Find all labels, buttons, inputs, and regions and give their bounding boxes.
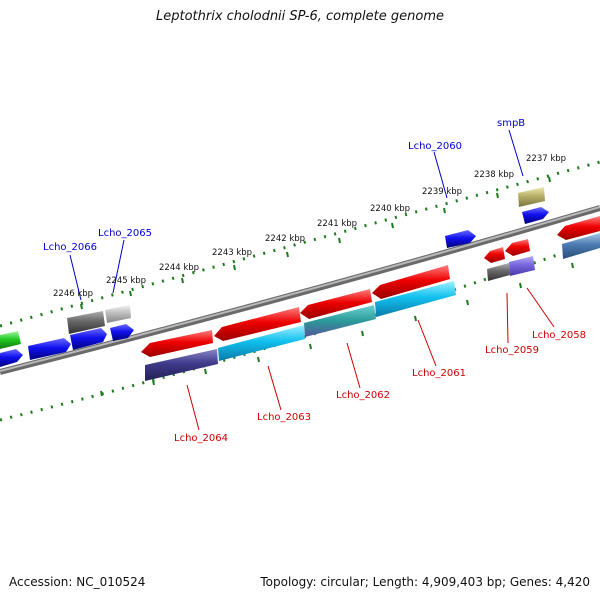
scale-tick [181,277,184,284]
genome-summary-text: Topology: circular; Length: 4,909,403 bp… [260,575,590,589]
scale-label: 2237 kbp [526,154,566,164]
inner-scale-tick [571,262,574,269]
scale-labels: 2246 kbp 2245 kbp 2244 kbp 2243 kbp 2242… [53,154,566,299]
gene-arrow[interactable] [557,216,600,240]
callout-line-lcho-2066 [69,254,82,301]
gene-arrow-lcho-2060[interactable] [445,230,476,248]
callout-line-lcho-2060 [433,151,448,199]
gene-arrow[interactable] [110,324,134,341]
scale-label: 2242 kbp [265,234,305,244]
inner-scale-tick [519,282,522,289]
gene-arrow-lcho-2062[interactable] [300,289,372,319]
scale-label: 2241 kbp [317,219,357,229]
callout-line-lcho-2064 [186,384,200,431]
scale-tick [496,192,499,199]
gene-arrow-lcho-2061[interactable] [372,265,450,299]
scale-label: 2239 kbp [422,187,462,197]
gene-label-smpb[interactable]: smpB [497,118,525,129]
forward-gene-labels: Lcho_2066 Lcho_2065 Lcho_2060 smpB [43,118,525,253]
genome-backbone-highlight [0,206,600,372]
gene-label-lcho-2061[interactable]: Lcho_2061 [412,368,466,379]
gene-arrow-lcho-2064-cds[interactable] [145,349,218,381]
callout-line-lcho-2061 [417,319,437,367]
scale-tick [80,303,83,310]
inner-scale-ticks [100,262,574,397]
gene-arrow[interactable] [562,233,600,259]
scale-ticks [80,176,551,310]
callout-line-lcho-2063 [267,365,282,411]
scale-label: 2238 kbp [474,170,514,180]
gene-arrow[interactable] [70,328,107,350]
callout-line-lcho-2058 [526,287,555,328]
scale-tick [286,251,289,258]
gene-arrow-lcho-2058[interactable] [505,239,530,256]
gene-arrow-lcho-2064[interactable] [141,330,213,357]
gene-arrow-lcho-2061-cds[interactable] [375,281,456,317]
gene-arrow[interactable] [0,349,23,367]
callout-line-lcho-2065 [112,239,125,294]
scale-label: 2240 kbp [370,204,410,214]
inner-scale-tick [100,390,103,397]
gene-label-lcho-2059[interactable]: Lcho_2059 [485,345,539,356]
callout-line-lcho-2059 [506,292,509,344]
gene-arrow-smpb[interactable] [518,187,545,207]
reverse-strand-genes [141,216,600,381]
accession-text: Accession: NC_010524 [9,575,146,589]
inner-scale-tick [204,368,207,375]
inner-scale-tick [466,299,469,306]
forward-strand-genes [0,187,549,367]
reverse-gene-labels: Lcho_2064 Lcho_2063 Lcho_2062 Lcho_2061 … [174,330,586,444]
gene-label-lcho-2058[interactable]: Lcho_2058 [532,330,586,341]
gene-arrow[interactable] [522,207,549,224]
gene-arrow[interactable] [28,338,71,360]
scale-tick [338,237,341,244]
gene-label-lcho-2063[interactable]: Lcho_2063 [257,412,311,423]
gene-arrow-lcho-2063[interactable] [214,307,301,341]
scale-label: 2245 kbp [106,276,146,286]
gene-label-lcho-2060[interactable]: Lcho_2060 [408,141,462,152]
gene-label-lcho-2065[interactable]: Lcho_2065 [98,228,152,239]
gene-arrow-lcho-2059-cds[interactable] [487,263,510,281]
gene-arrow[interactable] [0,331,21,349]
inner-scale-tick [361,330,364,337]
callout-line-smpb [508,129,524,177]
inner-scale-tick [414,315,417,322]
gene-arrow-lcho-2058-cds[interactable] [509,256,535,276]
forward-callout-lines [69,129,524,301]
scale-tick [391,222,394,229]
scale-tick [548,176,551,183]
gene-arrow-lcho-2063-cds[interactable] [218,325,305,361]
gene-arrow-lcho-2062-cds[interactable] [304,305,376,337]
inner-scale-tick [309,343,312,350]
scale-tick [129,290,132,297]
scale-label: 2244 kbp [159,263,199,273]
callout-line-lcho-2062 [346,342,361,389]
gene-label-lcho-2064[interactable]: Lcho_2064 [174,433,228,444]
reverse-callout-lines [186,287,555,431]
scale-label: 2243 kbp [212,248,252,258]
gene-label-lcho-2062[interactable]: Lcho_2062 [336,390,390,401]
inner-scale-tick [152,379,155,386]
map-title: Leptothrix cholodnii SP-6, complete geno… [156,9,444,24]
scale-tick [233,264,236,271]
scale-label: 2246 kbp [53,289,93,299]
gene-arrow-lcho-2059[interactable] [484,247,505,263]
gene-arrow-lcho-2066[interactable] [67,311,105,334]
gene-arrow-lcho-2065[interactable] [105,305,131,323]
scale-tick [443,207,446,214]
gene-label-lcho-2066[interactable]: Lcho_2066 [43,242,97,253]
inner-scale-tick [257,356,260,363]
